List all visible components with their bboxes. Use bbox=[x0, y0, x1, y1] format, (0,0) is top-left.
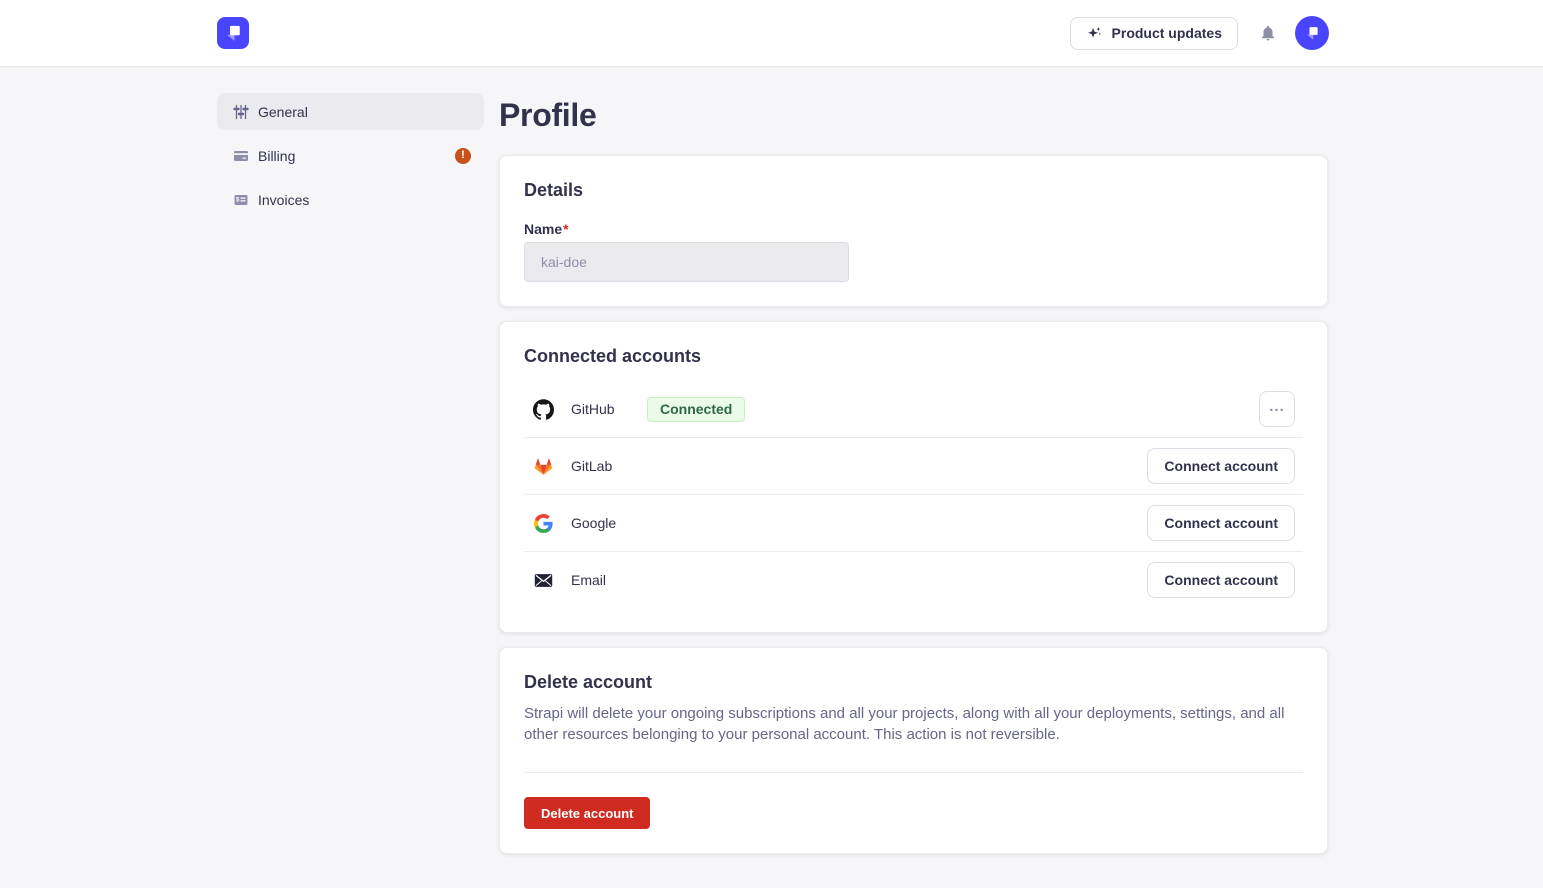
strapi-avatar-icon bbox=[1302, 23, 1322, 43]
gitlab-connect-button[interactable]: Connect account bbox=[1147, 448, 1295, 484]
details-heading: Details bbox=[524, 180, 584, 200]
provider-name: Google bbox=[571, 515, 617, 531]
required-asterisk: * bbox=[563, 221, 569, 237]
top-header: Product updates bbox=[0, 0, 1543, 67]
delete-account-card: Delete account Strapi will delete your o… bbox=[499, 647, 1328, 854]
user-avatar[interactable] bbox=[1295, 16, 1329, 50]
google-connect-button[interactable]: Connect account bbox=[1147, 505, 1295, 541]
sliders-icon bbox=[232, 103, 249, 120]
account-row-email: Email Connect account bbox=[524, 552, 1303, 608]
account-row-github: GitHub Connected ... bbox=[524, 381, 1303, 438]
github-icon bbox=[533, 398, 554, 420]
google-icon bbox=[533, 513, 554, 534]
invoice-icon: $ bbox=[232, 191, 249, 208]
email-icon bbox=[533, 570, 554, 591]
accounts-list: GitHub Connected ... bbox=[524, 381, 1303, 608]
account-row-google: Google Connect account bbox=[524, 495, 1303, 552]
provider-name: GitLab bbox=[571, 458, 613, 474]
page-title: Profile bbox=[499, 97, 597, 133]
settings-sidebar: General Billing ! $ In bbox=[217, 93, 484, 225]
svg-text:$: $ bbox=[236, 197, 240, 203]
account-row-gitlab: GitLab Connect account bbox=[524, 438, 1303, 495]
gitlab-icon bbox=[533, 456, 554, 477]
connected-status-badge: Connected bbox=[647, 396, 746, 422]
divider bbox=[524, 772, 1303, 773]
sparkle-icon bbox=[1086, 25, 1103, 42]
sidebar-item-label: General bbox=[258, 103, 308, 120]
credit-card-icon bbox=[232, 147, 249, 164]
delete-account-heading: Delete account bbox=[524, 672, 653, 692]
main-content: Profile Details Name* Connected accounts… bbox=[499, 93, 1328, 868]
delete-account-button[interactable]: Delete account bbox=[524, 797, 651, 829]
strapi-logo-icon bbox=[221, 21, 245, 45]
name-input[interactable] bbox=[524, 242, 849, 282]
product-updates-button[interactable]: Product updates bbox=[1069, 16, 1238, 50]
header-actions: Product updates bbox=[1069, 16, 1329, 50]
provider-name: Email bbox=[571, 572, 607, 588]
notifications-button[interactable] bbox=[1258, 23, 1278, 43]
sidebar-item-label: Billing bbox=[258, 147, 296, 164]
page-body: General Billing ! $ In bbox=[0, 67, 1543, 868]
bell-icon bbox=[1259, 24, 1277, 42]
delete-account-description: Strapi will delete your ongoing subscrip… bbox=[524, 705, 1285, 743]
sidebar-item-billing[interactable]: Billing ! bbox=[217, 137, 484, 174]
product-updates-label: Product updates bbox=[1111, 25, 1222, 41]
connected-accounts-card: Connected accounts GitHub Connected ... bbox=[499, 321, 1328, 633]
billing-warning-badge: ! bbox=[455, 147, 471, 164]
sidebar-item-label: Invoices bbox=[258, 191, 310, 208]
email-connect-button[interactable]: Connect account bbox=[1147, 562, 1295, 598]
provider-name: GitHub bbox=[571, 401, 615, 417]
ellipsis-icon: ... bbox=[1269, 397, 1285, 415]
name-label: Name* bbox=[524, 221, 569, 237]
connected-accounts-heading: Connected accounts bbox=[524, 346, 702, 366]
sidebar-item-invoices[interactable]: $ Invoices bbox=[217, 181, 484, 218]
strapi-logo[interactable] bbox=[217, 17, 249, 49]
github-options-button[interactable]: ... bbox=[1259, 391, 1295, 427]
details-card: Details Name* bbox=[499, 155, 1328, 307]
sidebar-item-general[interactable]: General bbox=[217, 93, 484, 130]
